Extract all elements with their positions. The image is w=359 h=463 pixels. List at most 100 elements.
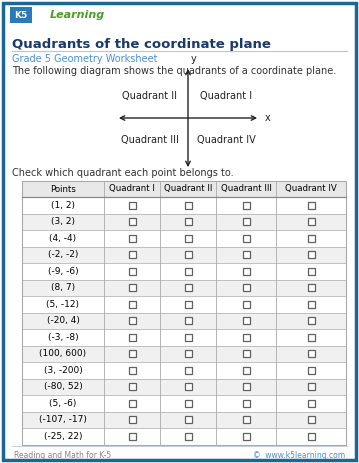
Text: Grade 5 Geometry Worksheet: Grade 5 Geometry Worksheet: [12, 54, 158, 64]
Bar: [129, 284, 135, 291]
Bar: [242, 383, 250, 390]
Text: Quadrant II: Quadrant II: [122, 91, 177, 101]
Bar: [308, 218, 314, 225]
Text: (4, -4): (4, -4): [50, 234, 76, 243]
Bar: [242, 317, 250, 324]
Bar: [129, 334, 135, 341]
Bar: [308, 284, 314, 291]
Text: Points: Points: [50, 184, 76, 194]
Text: Quadrant IV: Quadrant IV: [197, 135, 255, 145]
Text: Check which quadrant each point belongs to.: Check which quadrant each point belongs …: [12, 168, 234, 178]
Bar: [308, 235, 314, 242]
Bar: [22, 213, 346, 230]
Bar: [129, 317, 135, 324]
Bar: [185, 416, 191, 423]
Bar: [308, 317, 314, 324]
Bar: [308, 301, 314, 308]
Bar: [308, 350, 314, 357]
Text: Quadrants of the coordinate plane: Quadrants of the coordinate plane: [12, 38, 271, 51]
Bar: [242, 284, 250, 291]
Bar: [185, 301, 191, 308]
Text: (-80, 52): (-80, 52): [44, 382, 82, 391]
Text: Quadrant I: Quadrant I: [200, 91, 252, 101]
Bar: [242, 400, 250, 407]
Bar: [185, 268, 191, 275]
Bar: [242, 202, 250, 209]
Text: Quadrant III: Quadrant III: [121, 135, 179, 145]
Bar: [129, 416, 135, 423]
Bar: [185, 218, 191, 225]
Text: Quadrant IV: Quadrant IV: [285, 184, 337, 194]
Bar: [185, 317, 191, 324]
Text: Quadrant III: Quadrant III: [220, 184, 271, 194]
Bar: [129, 268, 135, 275]
Text: Quadrant I: Quadrant I: [109, 184, 155, 194]
Bar: [242, 301, 250, 308]
Bar: [308, 251, 314, 258]
Bar: [185, 251, 191, 258]
Bar: [242, 367, 250, 374]
Bar: [22, 313, 346, 329]
Bar: [308, 433, 314, 440]
Text: (3, 2): (3, 2): [51, 217, 75, 226]
Bar: [129, 301, 135, 308]
Bar: [22, 181, 346, 197]
Bar: [242, 218, 250, 225]
Bar: [308, 416, 314, 423]
Text: (8, 7): (8, 7): [51, 283, 75, 292]
Bar: [308, 334, 314, 341]
Bar: [129, 350, 135, 357]
Bar: [242, 433, 250, 440]
Text: x: x: [265, 113, 271, 123]
Bar: [308, 367, 314, 374]
Text: Reading and Math for K-5: Reading and Math for K-5: [14, 450, 111, 459]
Text: (-9, -6): (-9, -6): [48, 267, 78, 276]
Bar: [308, 268, 314, 275]
Bar: [308, 383, 314, 390]
Bar: [185, 367, 191, 374]
Bar: [129, 433, 135, 440]
Bar: [129, 367, 135, 374]
Text: (-25, 22): (-25, 22): [44, 432, 82, 441]
Bar: [129, 235, 135, 242]
Bar: [242, 251, 250, 258]
Bar: [129, 202, 135, 209]
Text: ©  www.k5learning.com: © www.k5learning.com: [253, 450, 345, 459]
Bar: [185, 284, 191, 291]
Text: y: y: [191, 54, 197, 64]
Text: (-3, -8): (-3, -8): [48, 333, 78, 342]
Bar: [185, 350, 191, 357]
Text: Quadrant II: Quadrant II: [164, 184, 212, 194]
Bar: [129, 251, 135, 258]
Bar: [22, 181, 346, 444]
Bar: [129, 218, 135, 225]
Bar: [129, 400, 135, 407]
Bar: [22, 345, 346, 362]
Bar: [22, 412, 346, 428]
Text: (3, -200): (3, -200): [44, 366, 82, 375]
Bar: [185, 433, 191, 440]
Bar: [308, 400, 314, 407]
Bar: [129, 383, 135, 390]
Bar: [242, 235, 250, 242]
Bar: [185, 235, 191, 242]
Bar: [242, 334, 250, 341]
Bar: [308, 202, 314, 209]
Text: (1, 2): (1, 2): [51, 201, 75, 210]
Bar: [242, 350, 250, 357]
Text: (5, -12): (5, -12): [47, 300, 79, 309]
Bar: [242, 268, 250, 275]
Bar: [185, 334, 191, 341]
Text: (-107, -17): (-107, -17): [39, 415, 87, 424]
Bar: [242, 416, 250, 423]
Bar: [185, 400, 191, 407]
Bar: [22, 246, 346, 263]
Text: (5, -6): (5, -6): [49, 399, 77, 408]
Bar: [185, 202, 191, 209]
Text: Learning: Learning: [50, 10, 105, 20]
Text: (100, 600): (100, 600): [39, 349, 87, 358]
Text: (-20, 4): (-20, 4): [47, 316, 79, 325]
Bar: [22, 280, 346, 296]
Bar: [22, 378, 346, 395]
Text: (-2, -2): (-2, -2): [48, 250, 78, 259]
